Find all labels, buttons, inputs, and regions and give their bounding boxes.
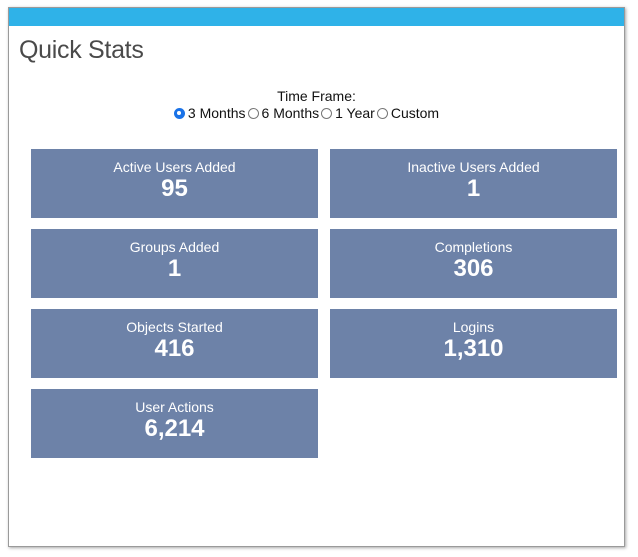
stat-label: Active Users Added — [113, 159, 236, 175]
stats-grid: Active Users Added 95 Inactive Users Add… — [31, 149, 618, 458]
panel-header-bar — [9, 8, 624, 26]
timeframe-label: Time Frame: — [277, 88, 356, 104]
stat-tile-logins: Logins 1,310 — [330, 309, 617, 378]
page-title: Quick Stats — [19, 36, 144, 64]
radio-selected-icon[interactable] — [173, 107, 185, 119]
timeframe-option-1-year[interactable]: 1 Year — [321, 104, 375, 122]
stat-label: User Actions — [135, 399, 214, 415]
timeframe-option-custom[interactable]: Custom — [376, 104, 440, 122]
stat-value: 1,310 — [443, 335, 504, 362]
stat-value: 1 — [466, 175, 481, 202]
stat-tile-completions: Completions 306 — [330, 229, 617, 298]
timeframe-option-3-months[interactable]: 3 Months — [173, 104, 246, 122]
stat-value: 1 — [167, 255, 182, 282]
stat-label: Logins — [452, 319, 495, 335]
stat-tile-objects-started: Objects Started 416 — [31, 309, 318, 378]
stat-tile-user-actions: User Actions 6,214 — [31, 389, 318, 458]
radio-unselected-icon[interactable] — [321, 107, 333, 119]
stat-value: 306 — [453, 255, 494, 282]
timeframe-selector: Time Frame: 3 Months 6 Months 1 Year Cus… — [9, 88, 624, 122]
stat-tile-groups-added: Groups Added 1 — [31, 229, 318, 298]
timeframe-option-6-months[interactable]: 6 Months — [247, 104, 320, 122]
timeframe-radio-group: 3 Months 6 Months 1 Year Custom — [173, 104, 440, 122]
stat-tile-inactive-users-added: Inactive Users Added 1 — [330, 149, 617, 218]
stat-value: 95 — [161, 175, 188, 202]
timeframe-option-label: 1 Year — [335, 105, 375, 121]
stat-tile-active-users-added: Active Users Added 95 — [31, 149, 318, 218]
stat-label: Groups Added — [129, 239, 220, 255]
timeframe-option-label: 6 Months — [261, 105, 320, 121]
stat-label: Objects Started — [126, 319, 223, 335]
stat-label: Completions — [434, 239, 513, 255]
stat-value: 6,214 — [144, 415, 205, 442]
stat-value: 416 — [154, 335, 195, 362]
radio-unselected-icon[interactable] — [376, 107, 388, 119]
quick-stats-panel: Quick Stats Time Frame: 3 Months 6 Month… — [8, 7, 625, 547]
radio-unselected-icon[interactable] — [247, 107, 259, 119]
stat-label: Inactive Users Added — [407, 159, 540, 175]
timeframe-option-label: Custom — [390, 105, 440, 121]
timeframe-option-label: 3 Months — [187, 105, 246, 121]
